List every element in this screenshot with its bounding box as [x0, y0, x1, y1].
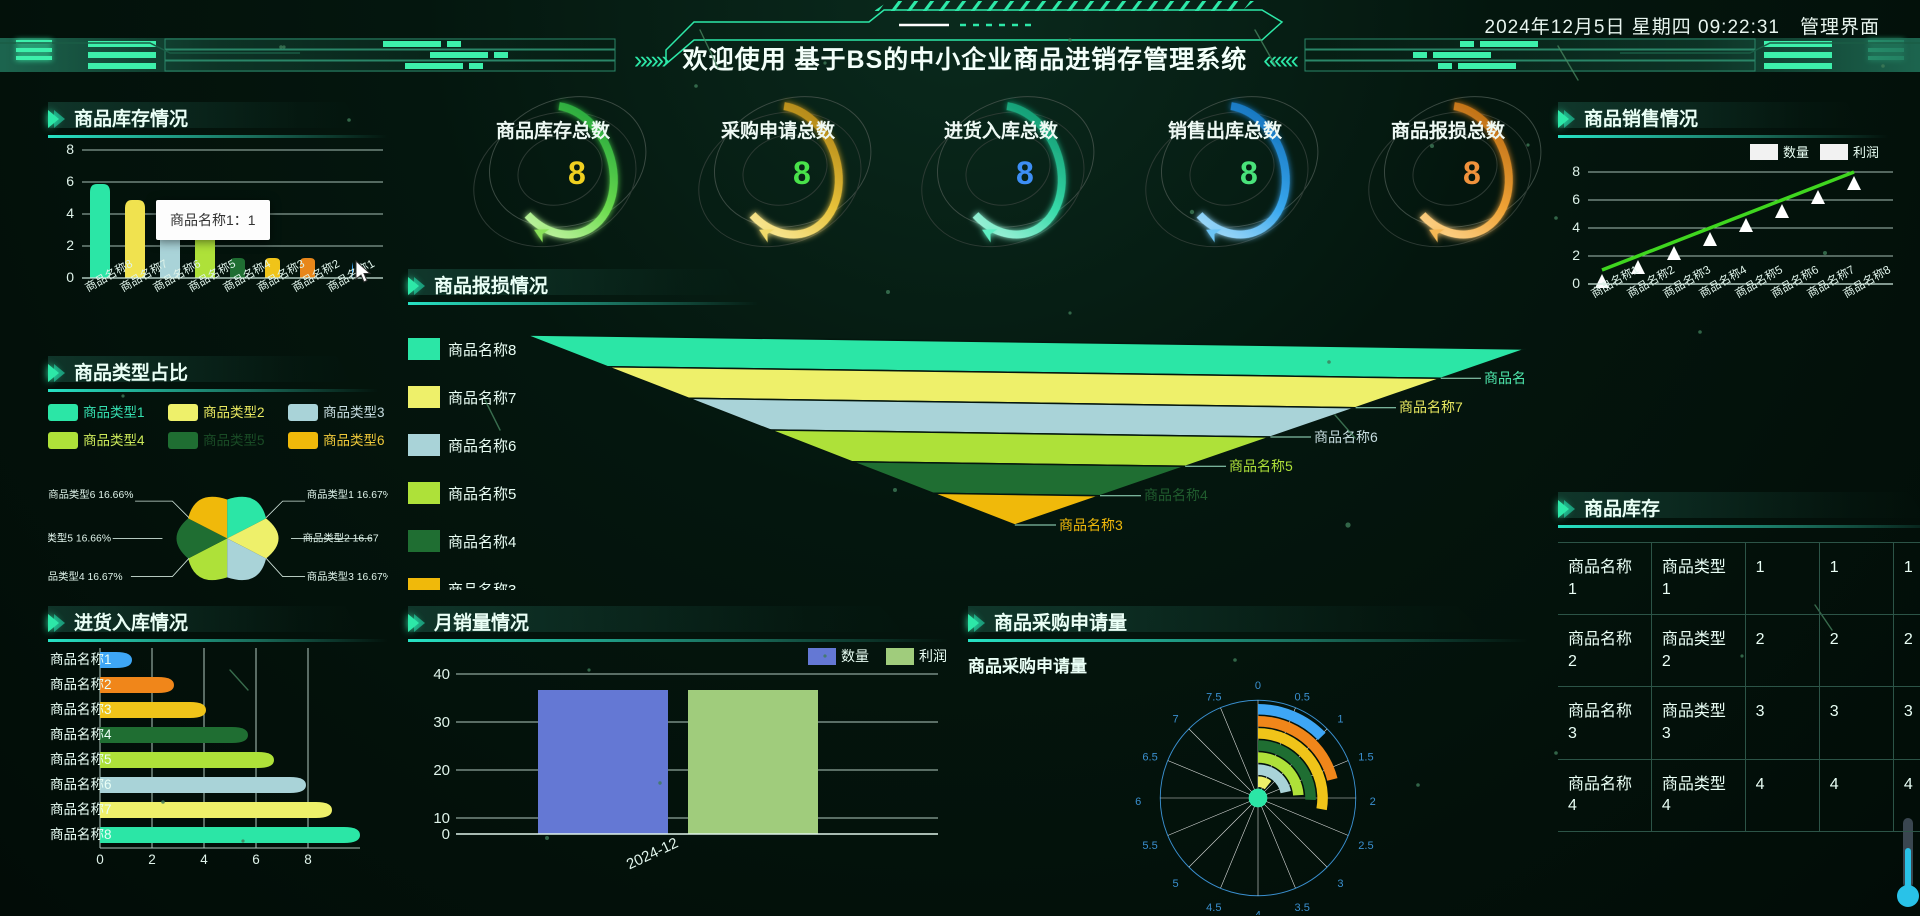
svg-text:商品名称4: 商品名称4	[50, 727, 112, 742]
svg-text:商品类型5: 商品类型5	[203, 433, 265, 448]
svg-text:2: 2	[1572, 247, 1580, 263]
svg-text:2: 2	[148, 852, 156, 867]
svg-text:8: 8	[1572, 163, 1580, 179]
svg-text:6.5: 6.5	[1142, 752, 1157, 764]
svg-text:0: 0	[442, 826, 450, 843]
svg-text:商品名称8: 商品名称8	[50, 827, 112, 842]
svg-text:6: 6	[66, 173, 74, 189]
svg-text:10: 10	[433, 810, 450, 827]
svg-text:商品名称5: 商品名称5	[1229, 458, 1293, 474]
svg-text:品类型5 16.66%: 品类型5 16.66%	[48, 532, 111, 545]
svg-text:6: 6	[1135, 796, 1141, 808]
svg-text:0: 0	[1572, 275, 1580, 291]
svg-text:4: 4	[1255, 910, 1261, 915]
svg-text:商品类型3: 商品类型3	[323, 405, 385, 420]
svg-text:0: 0	[96, 852, 104, 867]
svg-text:商品名称2: 商品名称2	[50, 677, 112, 692]
svg-text:商品名称7: 商品名称7	[448, 390, 516, 407]
svg-text:4: 4	[66, 205, 74, 221]
svg-text:商品类型1 16.67%: 商品类型1 16.67%	[307, 488, 388, 501]
svg-text:3.5: 3.5	[1295, 902, 1310, 914]
svg-text:商品类型4 16.67%: 商品类型4 16.67%	[48, 570, 123, 583]
svg-text:商品名称3: 商品名称3	[1059, 517, 1123, 533]
svg-text:商品名称8: 商品名称8	[1484, 370, 1526, 386]
svg-text:4.5: 4.5	[1206, 902, 1221, 914]
svg-text:6: 6	[1572, 191, 1580, 207]
svg-text:商品名称5: 商品名称5	[50, 752, 112, 767]
svg-text:7: 7	[1172, 713, 1178, 725]
svg-text:商品名称4: 商品名称4	[1144, 487, 1208, 503]
svg-text:商品名称7: 商品名称7	[50, 802, 112, 817]
svg-text:40: 40	[433, 666, 450, 683]
svg-text:商品名称3: 商品名称3	[50, 702, 112, 717]
svg-text:利润: 利润	[919, 648, 947, 664]
svg-text:2: 2	[66, 237, 74, 253]
svg-text:0: 0	[1255, 680, 1261, 692]
svg-text:5: 5	[1172, 878, 1178, 890]
svg-text:商品名称6: 商品名称6	[448, 438, 516, 455]
svg-text:4: 4	[1572, 219, 1580, 235]
svg-text:2: 2	[1370, 796, 1376, 808]
svg-text:2.5: 2.5	[1358, 840, 1373, 852]
svg-text:商品名称8: 商品名称8	[448, 342, 516, 359]
svg-text:30: 30	[433, 714, 450, 731]
svg-text:商品名称7: 商品名称7	[1399, 399, 1463, 415]
svg-text:商品名称5: 商品名称5	[448, 486, 516, 503]
svg-text:7.5: 7.5	[1206, 691, 1221, 703]
svg-text:1: 1	[1337, 713, 1343, 725]
svg-text:商品类型3 16.67%: 商品类型3 16.67%	[307, 570, 388, 583]
svg-text:4: 4	[200, 852, 208, 867]
svg-text:利润: 利润	[1853, 145, 1879, 160]
svg-text:商品类型4: 商品类型4	[83, 433, 145, 448]
svg-text:5.5: 5.5	[1142, 840, 1157, 852]
svg-text:8: 8	[304, 852, 312, 867]
svg-text:6: 6	[252, 852, 260, 867]
svg-text:3: 3	[1337, 878, 1343, 890]
svg-text:商品类型1: 商品类型1	[83, 405, 145, 420]
svg-text:商品名称1: 商品名称1	[50, 652, 112, 667]
svg-text:商品类型6: 商品类型6	[323, 433, 385, 448]
svg-text:0: 0	[66, 269, 74, 285]
svg-text:商品名称3: 商品名称3	[448, 582, 516, 590]
svg-text:20: 20	[433, 762, 450, 779]
svg-text:8: 8	[66, 142, 74, 157]
svg-text:0.5: 0.5	[1295, 691, 1310, 703]
svg-text:数量: 数量	[841, 648, 869, 664]
svg-text:商品名称4: 商品名称4	[448, 534, 516, 551]
svg-text:数量: 数量	[1783, 145, 1809, 160]
svg-text:商品类型2 16.67: 商品类型2 16.67	[303, 532, 379, 545]
svg-text:商品名称6: 商品名称6	[1314, 429, 1378, 445]
svg-text:2024-12: 2024-12	[624, 835, 681, 874]
svg-text:商品类型2: 商品类型2	[203, 405, 265, 420]
svg-text:1.5: 1.5	[1358, 752, 1373, 764]
svg-text:商品类型6 16.66%: 商品类型6 16.66%	[48, 488, 133, 501]
svg-text:商品名称6: 商品名称6	[50, 777, 112, 792]
